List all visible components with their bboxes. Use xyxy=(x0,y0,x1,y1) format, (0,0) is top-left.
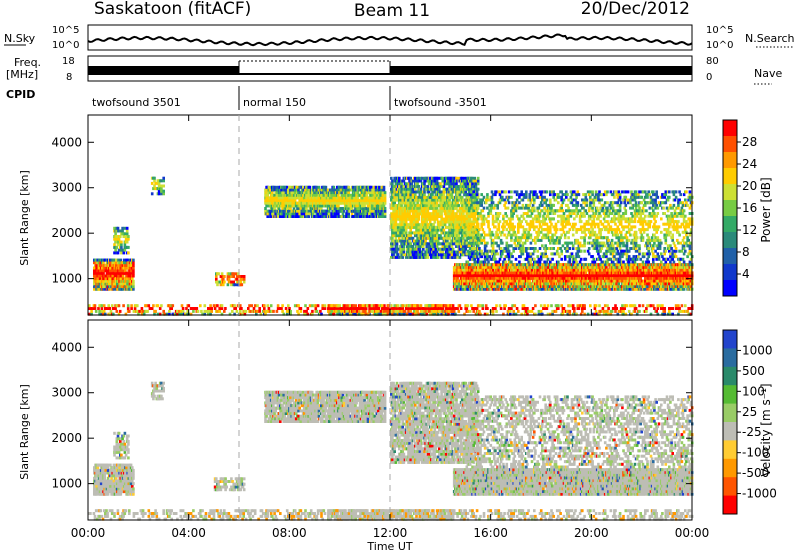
y-tick-label: 2000 xyxy=(51,431,82,445)
nsky-tick-top: 10^5 xyxy=(52,25,79,36)
y-tick-label: 3000 xyxy=(51,181,82,195)
date-title: 20/Dec/2012 xyxy=(581,0,690,19)
x-tick-label: 08:00 xyxy=(272,526,307,540)
velocity-panel: 1000 2000 3000 4000 xyxy=(51,319,694,521)
colorbar-swatch xyxy=(723,422,737,441)
colorbar-tick-label: 28 xyxy=(742,135,757,149)
x-tick-label: 20:00 xyxy=(574,526,609,540)
x-tick-label: 04:00 xyxy=(171,526,206,540)
colorbar-tick-label: 25 xyxy=(742,405,757,419)
colorbar-swatch xyxy=(723,458,737,478)
x-tick-label: 00:00 xyxy=(675,526,710,540)
colorbar-tick-label: 1000 xyxy=(742,343,773,357)
freq-tick-bottom: 8 xyxy=(66,72,72,83)
freq-band-block xyxy=(88,66,239,75)
x-axis: 00:00 04:00 08:00 12:00 16:00 20:00 00:00 xyxy=(71,526,710,540)
freq-label-line2: [MHz] xyxy=(6,68,38,81)
power-ylabel: Slant Range [km] xyxy=(18,170,31,266)
colorbar-swatch xyxy=(723,330,737,349)
colorbar-swatch xyxy=(723,348,737,368)
nave-tick-bottom: 0 xyxy=(706,72,712,83)
colorbar-swatch xyxy=(723,403,737,423)
colorbar-tick-label: -500 xyxy=(742,466,769,480)
nsearch-tick-bottom: 10^0 xyxy=(706,40,733,51)
velocity-ylabel: Slant Range [km] xyxy=(18,384,31,480)
power-panel: 1000 2000 3000 4000 xyxy=(51,114,694,316)
colorbar-swatch xyxy=(723,136,737,153)
colorbar-swatch xyxy=(723,152,737,169)
x-tick-label: 00:00 xyxy=(71,526,106,540)
colorbar-swatch xyxy=(723,184,737,201)
colorbar-tick-label: -25 xyxy=(742,425,762,439)
y-tick-label: 1000 xyxy=(51,477,82,491)
y-tick-label: 4000 xyxy=(51,135,82,149)
colorbar-tick-label: 500 xyxy=(742,364,765,378)
colorbar-swatch xyxy=(723,440,737,460)
colorbar-tick-label: -1000 xyxy=(742,487,777,501)
cpid-label: CPID xyxy=(6,88,35,101)
y-tick-label: 1000 xyxy=(51,272,82,286)
colorbar-tick-label: 4 xyxy=(742,267,750,281)
colorbar-swatch xyxy=(723,216,737,233)
colorbar-tick-label: 12 xyxy=(742,223,757,237)
colorbar-tick-label: 8 xyxy=(742,245,750,259)
colorbar-tick-label: 100 xyxy=(742,384,765,398)
colorbar-tick-label: -100 xyxy=(742,446,769,460)
nsky-tick-bottom: 10^0 xyxy=(52,40,79,51)
colorbar-swatch xyxy=(723,264,737,281)
colorbar-tick-label: 16 xyxy=(742,201,757,215)
colorbar-swatch xyxy=(723,280,737,297)
cpid-row: twofsound 3501 normal 150 twofsound -3501 xyxy=(92,86,487,110)
nsky-panel xyxy=(87,24,693,51)
colorbar-tick-label: 20 xyxy=(742,179,757,193)
x-tick-label: 12:00 xyxy=(373,526,408,540)
cpid-segment-label: normal 150 xyxy=(243,96,306,109)
cpid-segment-label: twofsound -3501 xyxy=(394,96,487,109)
freq-tick-top: 18 xyxy=(62,56,75,67)
colorbar-swatch xyxy=(723,495,737,515)
colorbar-swatch xyxy=(723,120,737,137)
colorbar-swatch xyxy=(723,477,737,497)
velocity-colorbar-label: Velocity [m s⁻¹] xyxy=(759,383,773,476)
freq-label-line1: Freq. xyxy=(14,56,41,69)
power-cells xyxy=(88,176,694,316)
velocity-cells xyxy=(88,381,694,521)
nsearch-label: N.Search xyxy=(745,32,795,45)
nave-label: Nave xyxy=(754,67,782,80)
colorbar-swatch xyxy=(723,248,737,265)
x-tick-label: 16:00 xyxy=(473,526,508,540)
colorbar-swatch xyxy=(723,385,737,405)
y-tick-label: 4000 xyxy=(51,340,82,354)
power-colorbar-label: Power [dB] xyxy=(759,177,773,242)
colorbar-tick-label: 24 xyxy=(742,157,757,171)
nave-tick-top: 80 xyxy=(706,56,719,67)
colorbar-swatch xyxy=(723,366,737,386)
freq-bands xyxy=(88,60,692,75)
cpid-segment-label: twofsound 3501 xyxy=(92,96,181,109)
power-colorbar: 28 24 20 16 12 8 4 xyxy=(722,119,757,297)
nsearch-tick-top: 10^5 xyxy=(706,25,733,36)
freq-band-block xyxy=(390,66,692,75)
nsky-trace xyxy=(87,33,693,47)
beam-title: Beam 11 xyxy=(354,1,430,21)
y-tick-label: 2000 xyxy=(51,226,82,240)
velocity-colorbar: 1000 500 100 25 -25 -100 -500 -1000 xyxy=(722,329,777,515)
x-axis-label: Time UT xyxy=(366,540,412,553)
colorbar-frame xyxy=(722,329,738,515)
y-tick-label: 3000 xyxy=(51,386,82,400)
station-title: Saskatoon (fitACF) xyxy=(94,0,251,19)
nsky-label: N.Sky xyxy=(4,32,36,45)
colorbar-swatch xyxy=(723,200,737,217)
colorbar-swatch xyxy=(723,168,737,185)
colorbar-swatch xyxy=(723,232,737,249)
